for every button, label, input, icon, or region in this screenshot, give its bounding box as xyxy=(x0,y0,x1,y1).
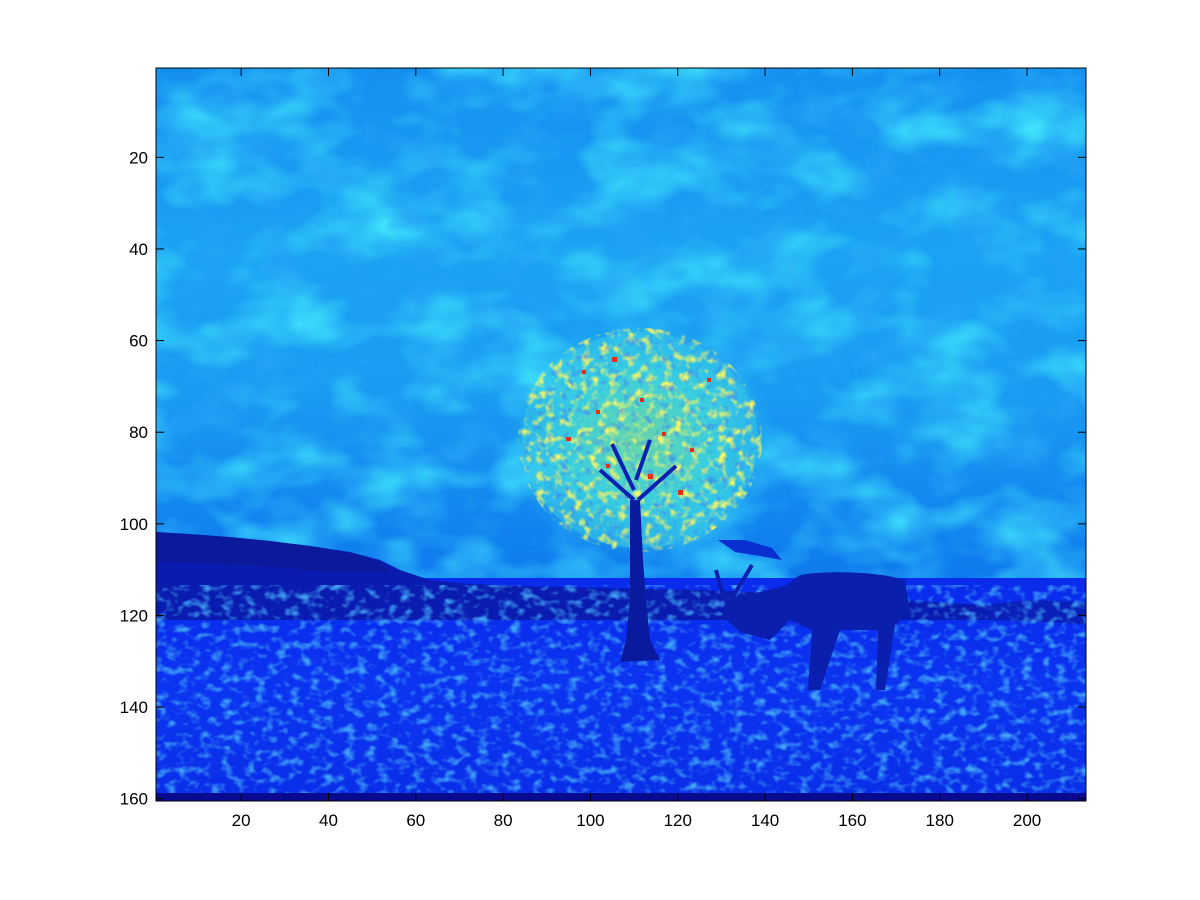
tree-red-specks xyxy=(566,357,711,495)
y-tick-label: 100 xyxy=(120,515,148,534)
x-tick-label: 180 xyxy=(926,811,954,830)
tree-canopy-shadows xyxy=(522,332,758,548)
y-tick-label: 120 xyxy=(120,606,148,625)
image-plot xyxy=(156,68,1086,801)
x-tick-label: 20 xyxy=(232,811,251,830)
y-tick-label: 160 xyxy=(120,790,148,809)
y-axis: 20 40 60 80 100 120 140 160 xyxy=(120,148,1086,809)
tree-trunk xyxy=(620,500,660,662)
x-tick-label: 60 xyxy=(406,811,425,830)
bottom-strip xyxy=(156,793,1086,801)
y-tick-label: 140 xyxy=(120,698,148,717)
x-tick-label: 200 xyxy=(1013,811,1041,830)
x-tick-label: 100 xyxy=(576,811,604,830)
grass-texture xyxy=(156,585,1086,801)
x-tick-label: 40 xyxy=(319,811,338,830)
hill-dark-band xyxy=(156,532,390,572)
deer-silhouette xyxy=(714,540,910,690)
x-tick-label: 160 xyxy=(838,811,866,830)
y-tick-label: 60 xyxy=(129,332,148,351)
tree-branches xyxy=(598,439,678,502)
x-tick-label: 140 xyxy=(751,811,779,830)
x-tick-label: 80 xyxy=(494,811,513,830)
y-tick-label: 20 xyxy=(129,148,148,167)
axes-box xyxy=(155,67,1087,802)
y-tick-label: 40 xyxy=(129,240,148,259)
y-tick-label: 80 xyxy=(129,423,148,442)
x-axis: 20 40 60 80 100 120 140 160 180 200 xyxy=(232,68,1041,830)
x-tick-label: 120 xyxy=(664,811,692,830)
